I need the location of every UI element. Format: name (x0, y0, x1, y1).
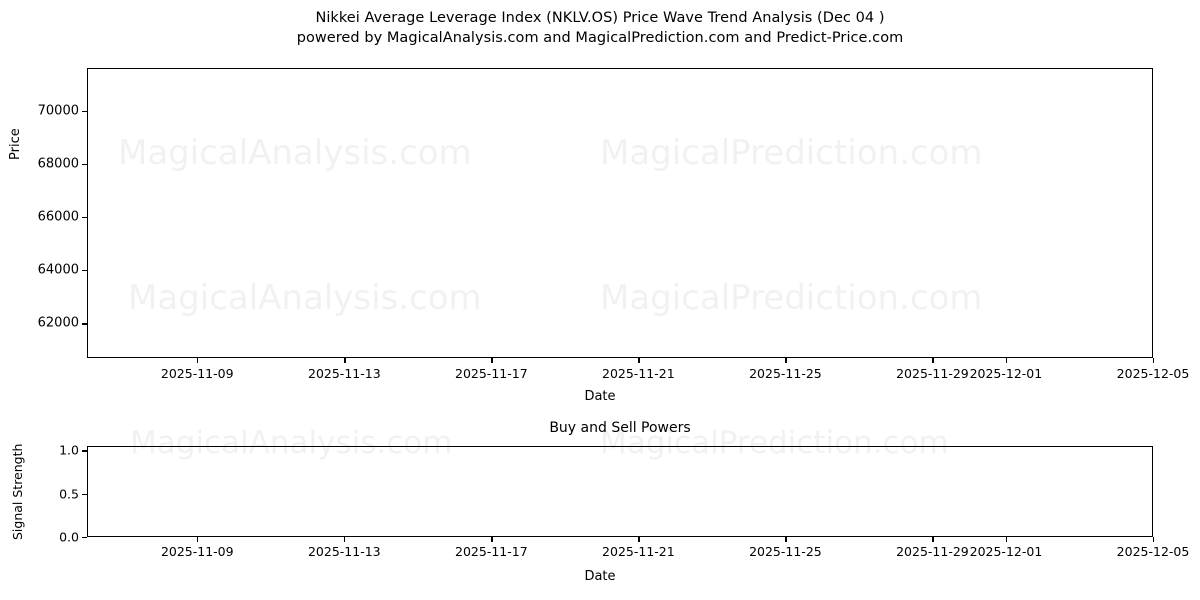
buy-sell-chart (87, 446, 1153, 537)
price-x-tick: 2025-11-13 (308, 366, 381, 381)
signal-x-tick: 2025-11-29 (896, 544, 969, 559)
signal-x-tick: 2025-11-21 (602, 544, 675, 559)
signal-x-tick: 2025-11-09 (160, 544, 234, 559)
price-x-tick: 2025-11-09 (160, 366, 234, 381)
price-x-tick-mark (197, 358, 199, 363)
price-x-tick-mark (1005, 358, 1008, 363)
title-line-1: Nikkei Average Leverage Index (NKLV.OS) … (315, 10, 885, 26)
price-x-tick: 2025-11-21 (602, 366, 675, 381)
price-wave-chart (87, 68, 1153, 358)
signal-x-tick-mark (491, 537, 493, 542)
page-title: Nikkei Average Leverage Index (NKLV.OS) … (0, 8, 1200, 48)
signal-x-tick: 2025-11-17 (455, 544, 528, 559)
price-x-tick-mark (932, 358, 934, 363)
price-x-tick-mark (1153, 358, 1155, 363)
signal-x-tick-mark (785, 537, 787, 542)
signal-x-tick-mark (638, 537, 640, 542)
signal-x-tick-mark (197, 537, 199, 542)
price-x-tick: 2025-12-05 (1116, 366, 1190, 381)
signal-x-tick-mark (344, 537, 346, 542)
signal-x-axis-title: Date (584, 569, 616, 584)
price-x-tick-mark (638, 358, 640, 363)
signal-x-tick-mark (932, 537, 934, 542)
price-x-axis-title: Date (584, 389, 616, 404)
price-x-tick-mark (491, 358, 493, 363)
signal-x-tick: 2025-11-25 (749, 544, 822, 559)
price-x-tick: 2025-11-29 (896, 366, 969, 381)
title-line-2: powered by MagicalAnalysis.com and Magic… (296, 30, 904, 46)
signal-x-tick-mark (1153, 537, 1155, 542)
buy-sell-title: Buy and Sell Powers (549, 420, 691, 436)
price-x-tick: 2025-12-01 (969, 366, 1043, 381)
price-x-tick-mark (785, 358, 787, 363)
signal-x-tick: 2025-11-13 (307, 544, 381, 559)
price-plot-border (87, 68, 1153, 358)
signal-plot-border (87, 446, 1153, 537)
signal-x-tick: 2025-12-05 (1116, 544, 1190, 559)
signal-x-tick-mark (1005, 537, 1008, 542)
signal-x-tick: 2025-12-01 (969, 544, 1043, 559)
price-x-tick: 2025-11-25 (749, 366, 822, 381)
price-x-tick-mark (344, 358, 346, 363)
price-x-tick: 2025-11-17 (455, 366, 528, 381)
